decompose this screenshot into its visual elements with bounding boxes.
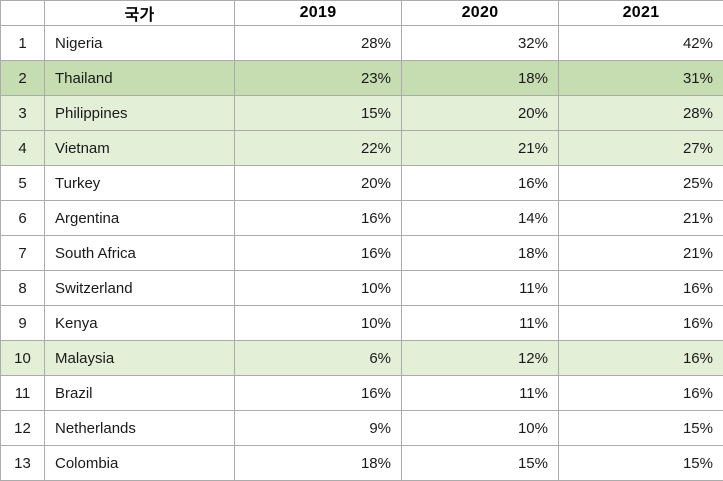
header-2019-cell: 2019 bbox=[234, 0, 402, 26]
value-2019-cell: 9% bbox=[234, 410, 402, 446]
value-2020-cell: 11% bbox=[401, 305, 559, 341]
table-row: 3 Philippines 15% 20% 28% bbox=[0, 95, 723, 131]
country-cell: Colombia bbox=[44, 445, 235, 481]
value-2021-cell: 16% bbox=[558, 340, 723, 376]
value-2021-cell: 15% bbox=[558, 445, 723, 481]
value-2019-cell: 22% bbox=[234, 130, 402, 166]
country-cell: Vietnam bbox=[44, 130, 235, 166]
table-row: 9 Kenya 10% 11% 16% bbox=[0, 305, 723, 341]
row-number-cell: 13 bbox=[0, 445, 45, 481]
value-2020-cell: 32% bbox=[401, 25, 559, 61]
value-2020-cell: 16% bbox=[401, 165, 559, 201]
value-2021-cell: 25% bbox=[558, 165, 723, 201]
table-body: 1 Nigeria 28% 32% 42% 2 Thailand 23% 18% 31% 3 Phil… bbox=[0, 25, 723, 481]
value-2020-cell: 20% bbox=[401, 95, 559, 131]
table-row: 2 Thailand 23% 18% 31% bbox=[0, 60, 723, 96]
row-number-cell: 3 bbox=[0, 95, 45, 131]
country-cell: Brazil bbox=[44, 375, 235, 411]
row-number-cell: 5 bbox=[0, 165, 45, 201]
header-blank-cell bbox=[0, 0, 45, 26]
country-cell: Malaysia bbox=[44, 340, 235, 376]
table-row: 7 South Africa 16% 18% 21% bbox=[0, 235, 723, 271]
value-2021-cell: 27% bbox=[558, 130, 723, 166]
row-number-cell: 6 bbox=[0, 200, 45, 236]
country-cell: Netherlands bbox=[44, 410, 235, 446]
value-2019-cell: 6% bbox=[234, 340, 402, 376]
value-2019-cell: 16% bbox=[234, 235, 402, 271]
value-2020-cell: 11% bbox=[401, 270, 559, 306]
header-country-cell: 국가 bbox=[44, 0, 235, 26]
row-number-cell: 2 bbox=[0, 60, 45, 96]
country-cell: Kenya bbox=[44, 305, 235, 341]
value-2019-cell: 20% bbox=[234, 165, 402, 201]
table-row: 10 Malaysia 6% 12% 16% bbox=[0, 340, 723, 376]
value-2019-cell: 16% bbox=[234, 200, 402, 236]
table-row: 11 Brazil 16% 11% 16% bbox=[0, 375, 723, 411]
value-2021-cell: 21% bbox=[558, 200, 723, 236]
row-number-cell: 8 bbox=[0, 270, 45, 306]
value-2019-cell: 16% bbox=[234, 375, 402, 411]
header-row: 국가 2019 2020 2021 bbox=[0, 0, 723, 26]
value-2019-cell: 18% bbox=[234, 445, 402, 481]
table-row: 5 Turkey 20% 16% 25% bbox=[0, 165, 723, 201]
row-number-cell: 11 bbox=[0, 375, 45, 411]
value-2020-cell: 12% bbox=[401, 340, 559, 376]
row-number-cell: 4 bbox=[0, 130, 45, 166]
table-row: 6 Argentina 16% 14% 21% bbox=[0, 200, 723, 236]
table-row: 12 Netherlands 9% 10% 15% bbox=[0, 410, 723, 446]
value-2019-cell: 23% bbox=[234, 60, 402, 96]
table-row: 13 Colombia 18% 15% 15% bbox=[0, 445, 723, 481]
value-2021-cell: 16% bbox=[558, 375, 723, 411]
value-2021-cell: 15% bbox=[558, 410, 723, 446]
value-2019-cell: 10% bbox=[234, 305, 402, 341]
country-cell: Thailand bbox=[44, 60, 235, 96]
country-cell: Turkey bbox=[44, 165, 235, 201]
country-cell: Argentina bbox=[44, 200, 235, 236]
value-2021-cell: 42% bbox=[558, 25, 723, 61]
value-2021-cell: 21% bbox=[558, 235, 723, 271]
value-2021-cell: 31% bbox=[558, 60, 723, 96]
country-cell: Switzerland bbox=[44, 270, 235, 306]
row-number-cell: 12 bbox=[0, 410, 45, 446]
value-2020-cell: 10% bbox=[401, 410, 559, 446]
value-2021-cell: 28% bbox=[558, 95, 723, 131]
row-number-cell: 9 bbox=[0, 305, 45, 341]
value-2020-cell: 18% bbox=[401, 235, 559, 271]
table-row: 4 Vietnam 22% 21% 27% bbox=[0, 130, 723, 166]
value-2020-cell: 18% bbox=[401, 60, 559, 96]
country-cell: Nigeria bbox=[44, 25, 235, 61]
country-cell: South Africa bbox=[44, 235, 235, 271]
row-number-cell: 10 bbox=[0, 340, 45, 376]
row-number-cell: 1 bbox=[0, 25, 45, 61]
value-2019-cell: 10% bbox=[234, 270, 402, 306]
table-row: 1 Nigeria 28% 32% 42% bbox=[0, 25, 723, 61]
table-row: 8 Switzerland 10% 11% 16% bbox=[0, 270, 723, 306]
value-2019-cell: 28% bbox=[234, 25, 402, 61]
value-2021-cell: 16% bbox=[558, 270, 723, 306]
value-2020-cell: 14% bbox=[401, 200, 559, 236]
value-2019-cell: 15% bbox=[234, 95, 402, 131]
country-cell: Philippines bbox=[44, 95, 235, 131]
value-2021-cell: 16% bbox=[558, 305, 723, 341]
row-number-cell: 7 bbox=[0, 235, 45, 271]
value-2020-cell: 11% bbox=[401, 375, 559, 411]
value-2020-cell: 15% bbox=[401, 445, 559, 481]
value-2020-cell: 21% bbox=[401, 130, 559, 166]
header-2020-cell: 2020 bbox=[401, 0, 559, 26]
header-2021-cell: 2021 bbox=[558, 0, 723, 26]
